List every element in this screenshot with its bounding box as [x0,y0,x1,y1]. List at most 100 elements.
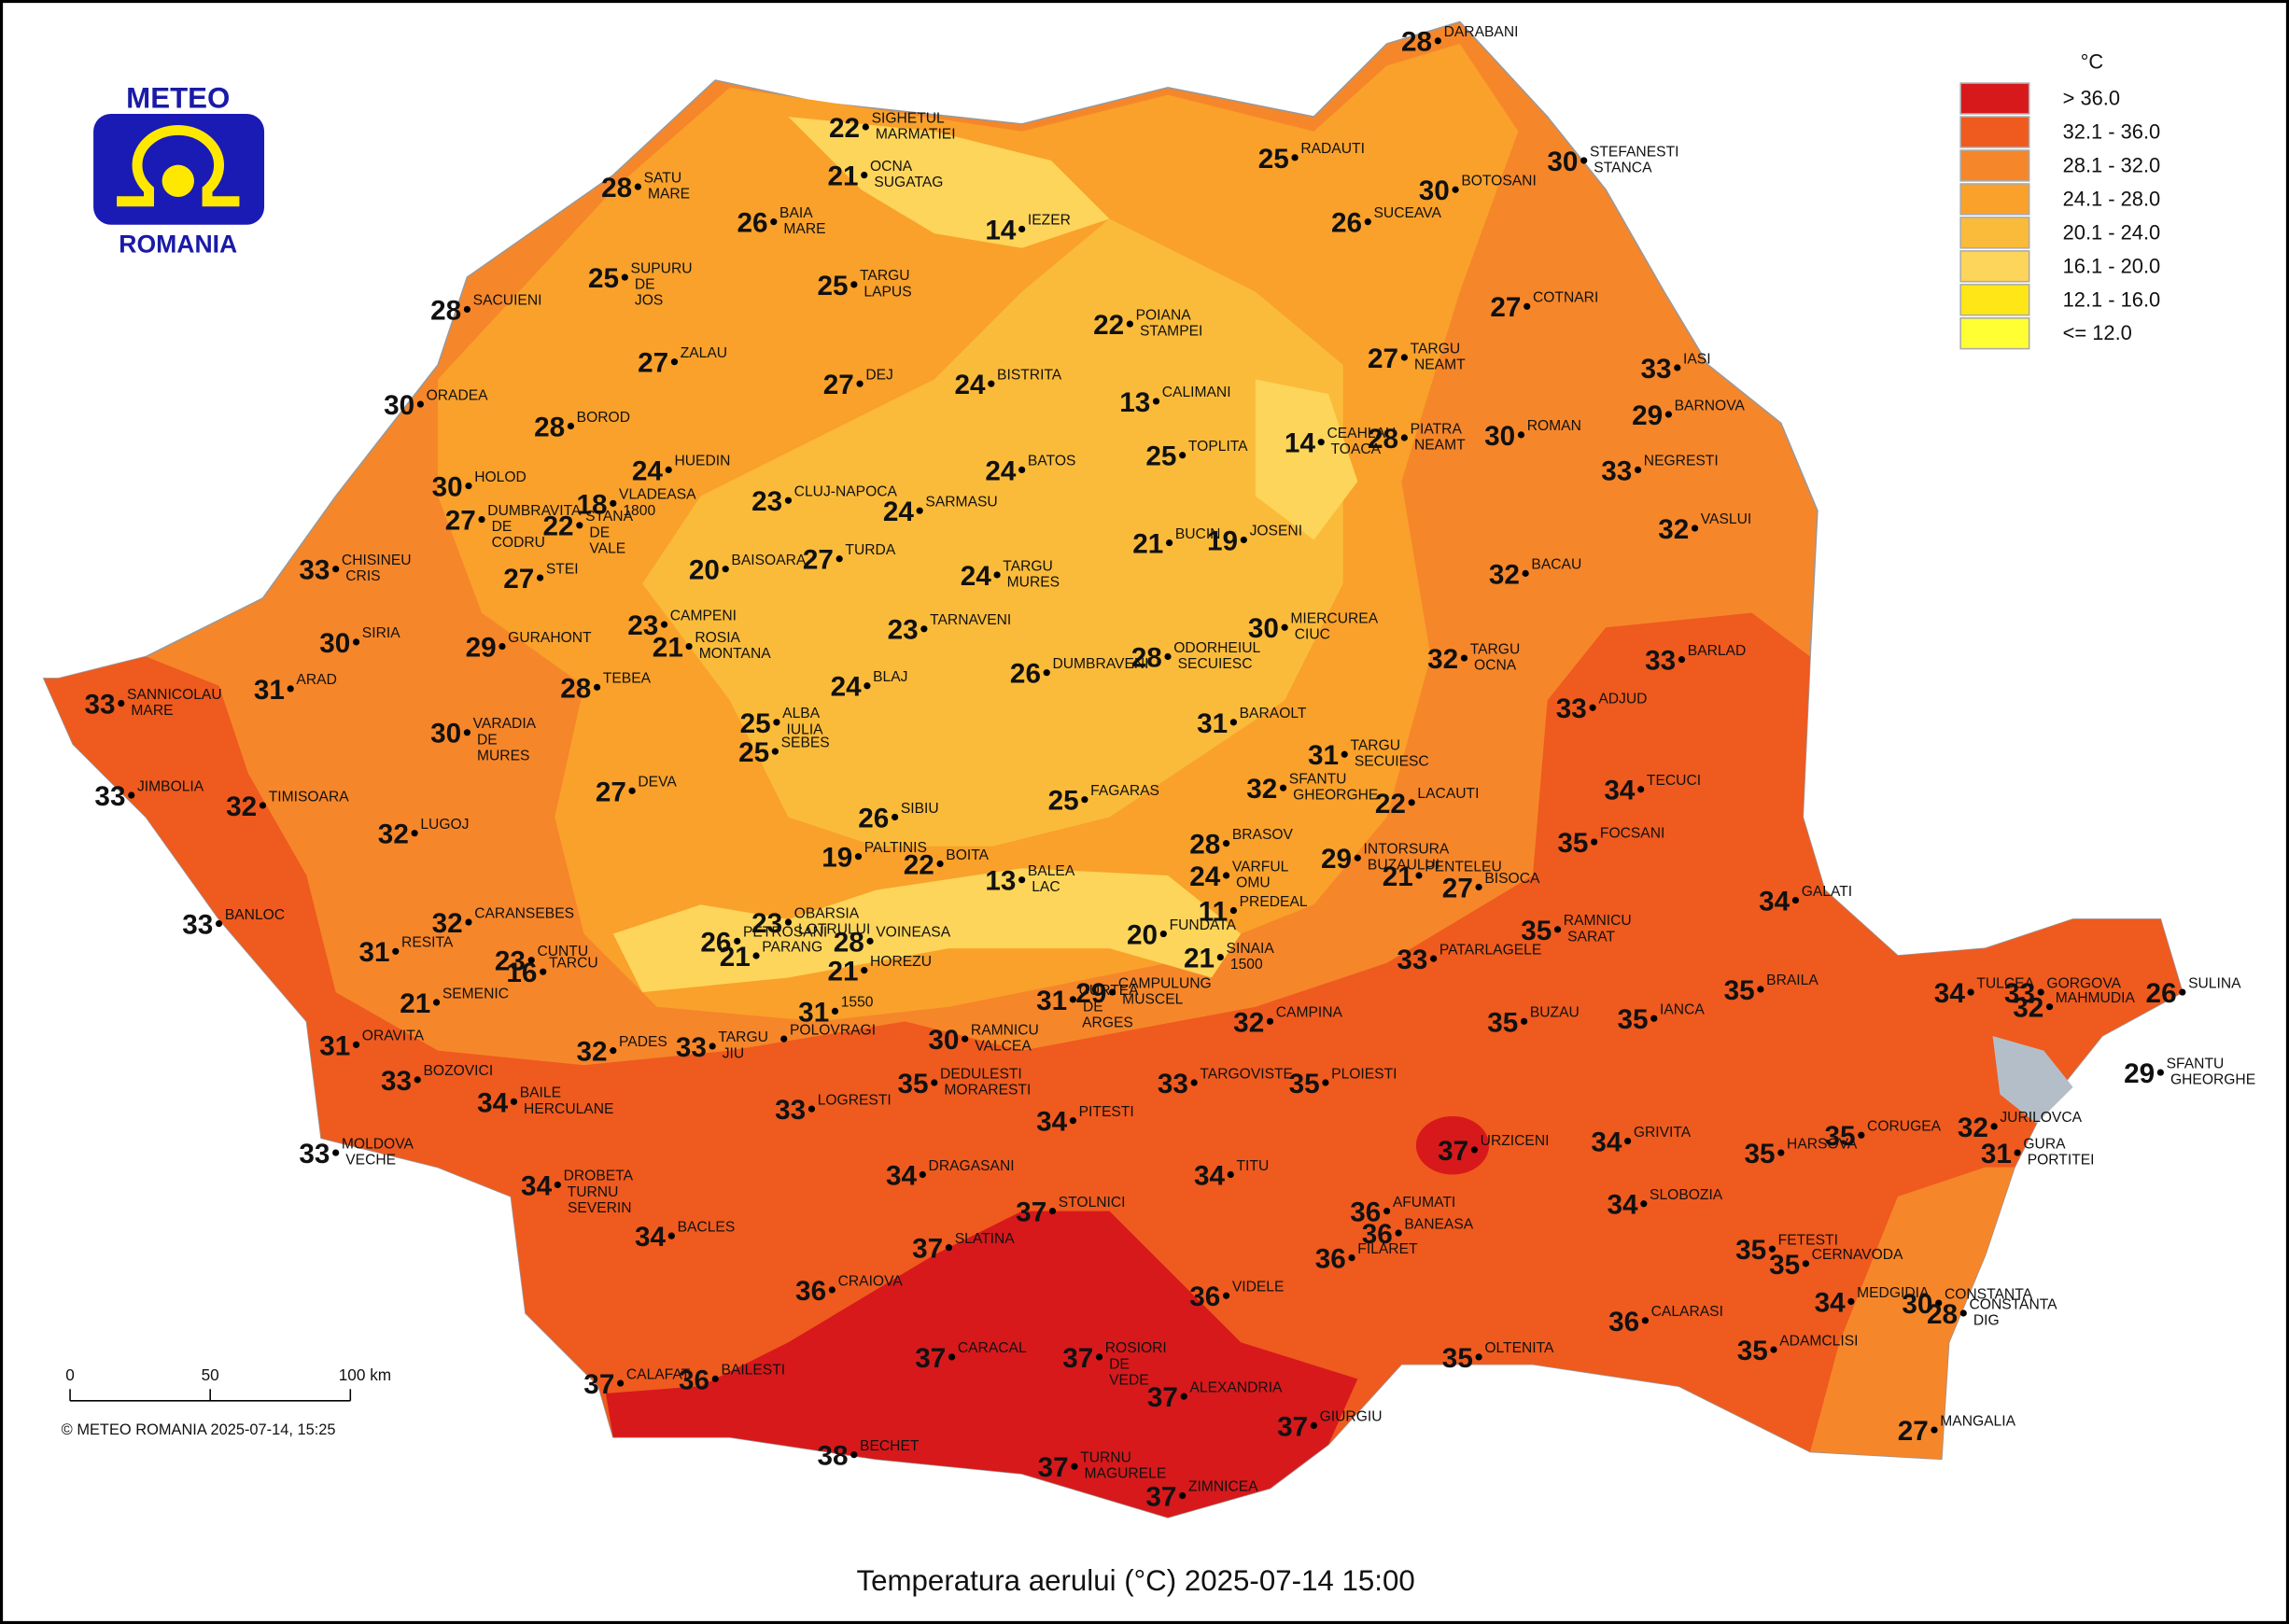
station-value: 33 [1158,1069,1188,1099]
station: 28 PIATRA NEAMT [1368,421,1466,455]
station: 34 TECUCI [1604,773,1701,806]
station: 26 BAIA MARE [737,205,826,239]
station-name: CEAHLAU TOACA [1327,426,1396,457]
station-dot [465,482,472,490]
station-value: 14 [985,215,1017,245]
station: 33 CHISINEU CRIS [299,553,411,586]
station: 23 CUNTU [495,944,588,977]
legend-swatch [1959,82,2030,115]
station-name: FUNDATA [1170,917,1237,933]
station: 34 BACLES [635,1219,735,1253]
station-name: HUEDIN [674,454,730,469]
station: 14 CEAHLAU TOACA [1285,426,1396,459]
station-value: 28 [834,927,864,958]
station: 23 CLUJ-NAPOCA [751,484,897,518]
station: 30 RAMNICU VALCEA [928,1022,1038,1056]
station-value: 30 [430,719,461,749]
station-value: 27 [1368,343,1398,374]
station-dot [1400,354,1408,361]
station-dot [1227,1170,1234,1179]
station-dot [1364,218,1371,226]
station-dot [1310,1421,1317,1429]
station-dot [537,574,544,581]
station-dot [1802,1260,1809,1267]
station-value: 29 [466,633,497,664]
station-name: BLAJ [873,669,907,685]
station: 19 PALTINIS [822,840,927,874]
scale-label: 50 [202,1365,219,1384]
legend-title: °C [2081,49,2104,73]
station-value: 30 [1547,147,1578,177]
station-value: 25 [738,737,769,768]
station-dot [709,1043,716,1050]
scale-label: 100 km [339,1365,391,1384]
station-dot [1018,876,1026,884]
station-value: 33 [1397,945,1427,975]
station-value: 37 [1438,1136,1468,1167]
station-dot [988,380,995,387]
station: 31 GURA PORTITEI [1981,1136,2095,1169]
station-name: STOLNICI [1059,1195,1126,1211]
station-value: 33 [94,781,125,812]
station-dot [1048,1207,1057,1215]
station: 27 DEVA [596,775,678,808]
station-dot [1179,1491,1187,1500]
station-value: 14 [1285,428,1316,459]
zone-20 [642,218,1343,847]
station: 30 MIERCUREA CIUC [1248,611,1379,645]
station: 31 RESITA [358,935,453,969]
station-name: STANA DE VALE [585,509,634,556]
station: 13 CALIMANI [1119,385,1230,418]
station-dot [1475,883,1482,891]
station-value: 23 [751,908,782,939]
station-dot [1229,906,1237,915]
station: 20 FUNDATA [1127,917,1237,951]
station-value: 35 [1289,1069,1320,1099]
station-dot [1043,669,1050,677]
station-name: ROSIA MONTANA [695,630,771,662]
station-dot [1126,320,1133,328]
station-value: 21 [400,988,430,1019]
station-value: 21 [827,957,858,987]
station: 21 BUCIN [1132,526,1220,560]
station-dot [1281,623,1288,631]
legend-label: 16.1 - 20.0 [2063,254,2161,277]
station: 23 OBARSIA LOTRULUI [751,905,870,939]
station-value: 24 [955,370,987,400]
station-dot [1152,398,1160,405]
station-dot [621,273,628,281]
station: 28 SATU MARE [601,170,690,203]
station-value: 21 [827,161,858,192]
station: 32 CAMPINA [1233,1005,1342,1039]
station-value: 26 [1331,208,1362,239]
station-name: BRAILA [1766,973,1819,988]
legend-swatch [1959,149,2030,182]
station: 21 ROSIA MONTANA [653,630,771,664]
station-value: 29 [1075,978,1106,1009]
station-dot [332,566,340,573]
station: 26 SUCEAVA [1331,205,1441,239]
station: 35 RAMNICU SARAT [1521,913,1631,946]
station-dot [1959,1309,1967,1317]
station-value: 35 [1487,1007,1518,1038]
station: 29 BARNOVA [1632,398,1745,431]
station-name: URZICENI [1481,1133,1550,1149]
station-value: 23 [495,946,526,977]
station-name: GALATI [1802,884,1852,900]
station-value: 26 [1010,659,1041,690]
station-dot [2156,1069,2164,1076]
station-value: 34 [886,1160,918,1191]
station-name: BAILE HERCULANE [520,1085,614,1117]
station-name: JOSENI [1250,524,1302,539]
station-value: 25 [818,271,849,301]
station-dot [1641,1317,1649,1324]
station: 24 BISTRITA [955,367,1062,400]
station-value: 32 [432,908,463,939]
station-value: 24 [883,497,915,527]
station-dot [1180,1393,1187,1400]
station-value: 32 [1427,644,1458,675]
station-value: 24 [1189,861,1221,892]
station: 32 LUGOJ [378,817,470,850]
station-name: BRASOV [1232,827,1294,843]
station-name: ZIMNICEA [1188,1479,1258,1495]
